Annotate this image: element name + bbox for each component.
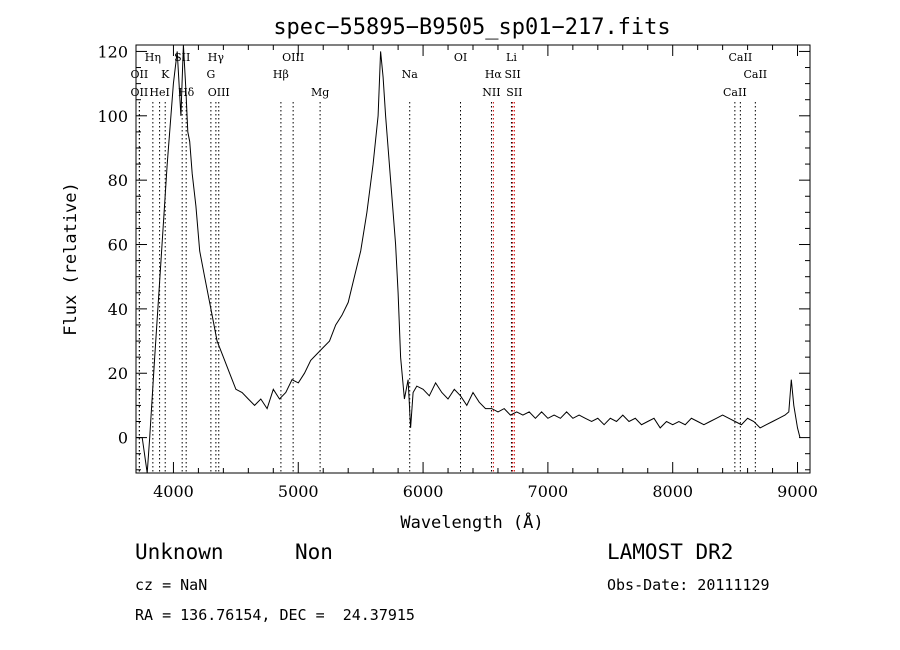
x-tick-label: 7000 (528, 482, 569, 501)
x-tick-label: 5000 (278, 482, 319, 501)
y-tick-label: 60 (108, 236, 128, 255)
spectral-line-label: HeI (149, 86, 169, 99)
observation-date: Obs-Date: 20111129 (607, 576, 770, 594)
spectrum-series-line (136, 44, 801, 474)
spectral-line-label: SII (506, 86, 522, 99)
spectral-line-markers: OIIOIIHηHeIKSIIHδGHγOIIIHβOIIIMgNaOINIIH… (131, 51, 767, 473)
spectral-line-label: Hη (145, 51, 161, 64)
spectral-line-label: CaII (723, 86, 747, 99)
x-axis-ticks: 4000 5000 6000 7000 8000 9000 (153, 45, 818, 501)
object-class: Unknown (135, 540, 224, 564)
spectral-line-label: Li (506, 51, 517, 64)
y-tick-label: 20 (108, 364, 128, 383)
y-axis-title: Flux (relative) (61, 182, 81, 336)
spectral-line-label: OI (454, 51, 467, 64)
x-axis-title: Wavelength (Å) (400, 511, 543, 533)
y-tick-label: 0 (118, 429, 128, 448)
spectral-line-label: CaII (729, 51, 753, 64)
spectral-line-label: Hβ (273, 68, 289, 81)
ra-dec-coordinates: RA = 136.76154, DEC = 24.37915 (135, 606, 415, 624)
spectral-line-label: OII (131, 68, 149, 81)
plot-frame (135, 44, 811, 474)
x-tick-label: 8000 (652, 482, 693, 501)
spectral-line-label: Na (402, 68, 419, 81)
chart-title: spec−55895−B9505_sp01−217.fits (273, 15, 670, 40)
spectral-line-label: SII (504, 68, 520, 81)
spectral-line-label: OIII (208, 86, 230, 99)
y-tick-label: 80 (108, 171, 128, 190)
x-tick-label: 9000 (777, 482, 818, 501)
x-tick-label: 4000 (153, 482, 194, 501)
spectral-line-label: K (161, 68, 170, 81)
survey-name: LAMOST DR2 (607, 540, 734, 564)
spectral-line-label: G (206, 68, 215, 81)
spectral-line-label: Hα (485, 68, 503, 81)
y-tick-label: 120 (97, 42, 128, 61)
x-tick-label: 6000 (403, 482, 444, 501)
y-tick-label: 40 (108, 300, 128, 319)
spectral-line-label: Hγ (208, 51, 225, 64)
spectral-line-label: Mg (311, 86, 329, 99)
y-axis-ticks: 0 20 40 60 80 100 120 (97, 42, 810, 471)
y-tick-label: 100 (97, 107, 128, 126)
spectral-line-label: NII (482, 86, 500, 99)
spectral-line-label: CaII (743, 68, 767, 81)
object-subclass: Non (295, 540, 333, 564)
redshift-cz: cz = NaN (135, 576, 208, 594)
spectral-line-label: OII (131, 86, 149, 99)
spectral-line-label: OIII (282, 51, 304, 64)
